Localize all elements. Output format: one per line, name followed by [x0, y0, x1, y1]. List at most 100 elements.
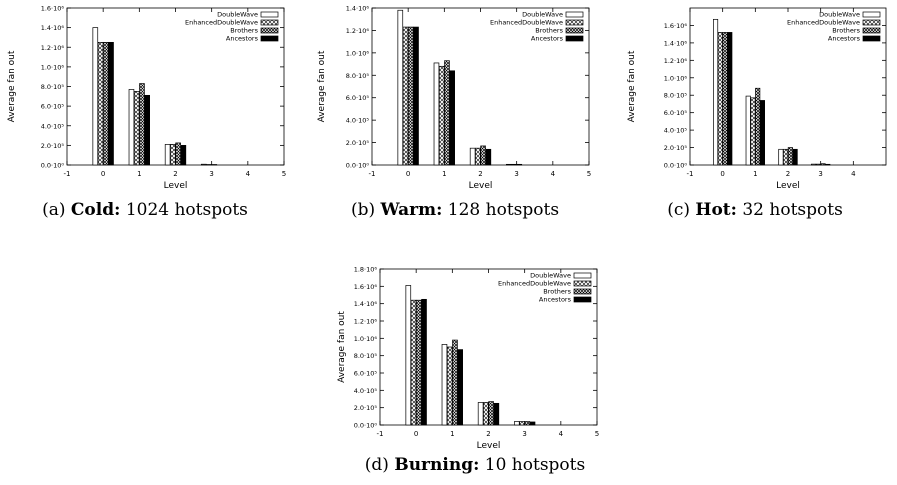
- bar-enhanceddoublewave-level-1: [446, 346, 453, 426]
- x-tick-label: 4: [246, 170, 251, 178]
- legend-label: EnhancedDoubleWave: [498, 280, 571, 288]
- legend-label: Ancestors: [539, 296, 572, 304]
- legend-swatch: [862, 35, 881, 42]
- y-tick-label: 1.0·10⁶: [354, 335, 378, 343]
- x-tick-label: 5: [282, 170, 286, 178]
- bar-doublewave-level-1: [441, 344, 448, 426]
- bar-brothers-level-2: [488, 401, 494, 426]
- chart-panel-warm: 0.0·10⁰ 2.0·10⁵ 4.0·10⁵ 6.0·10⁵ 8.0·10⁵ 1.0·1…: [310, 0, 609, 230]
- bar-doublewave-level-3: [506, 163, 512, 166]
- x-axis-label: Level: [477, 441, 501, 451]
- caption-text: 32 hotspots: [742, 200, 843, 220]
- x-axis-label: Level: [164, 181, 188, 191]
- bar-enhanceddoublewave-level-2: [483, 402, 489, 426]
- x-tick-label: 1: [450, 430, 454, 438]
- bar-doublewave-level-3: [811, 163, 817, 166]
- y-axis-label: Average fan out: [317, 50, 327, 122]
- bar-ancestors-level-0: [108, 41, 114, 166]
- x-tick-label: 3: [209, 170, 213, 178]
- y-tick-label: 6.0·10⁵: [346, 94, 370, 102]
- legend-label: EnhancedDoubleWave: [787, 19, 860, 27]
- legend-swatch: [862, 19, 881, 26]
- y-tick-label: 2.0·10⁵: [354, 404, 378, 412]
- y-tick-label: 8.0·10⁵: [354, 352, 378, 360]
- legend-swatch: [862, 11, 881, 18]
- bar-brothers-level-1: [444, 60, 450, 166]
- bar-brothers-level-2: [480, 145, 486, 166]
- x-tick-label: 1: [442, 170, 446, 178]
- y-tick-label: 1.6·10⁶: [41, 5, 65, 13]
- x-tick-label: 0: [406, 170, 410, 178]
- y-axis-label: Average fan out: [627, 50, 637, 122]
- bar-brothers-level-0: [407, 26, 414, 166]
- x-tick-label: 2: [486, 430, 490, 438]
- caption-label: (b): [350, 200, 376, 220]
- bar-ancestors-level-2: [493, 402, 500, 426]
- caption-text: 128 hotspots: [447, 200, 560, 220]
- x-tick-label: 2: [478, 170, 482, 178]
- bar-enhanceddoublewave-level-1: [750, 97, 756, 166]
- caption-label: (c): [667, 200, 690, 220]
- bar-ancestors-level-3: [529, 421, 536, 426]
- caption-text: 1024 hotspots: [125, 200, 248, 220]
- x-tick-label: 2: [173, 170, 177, 178]
- bar-brothers-level-3: [516, 163, 523, 166]
- bar-doublewave-level-1: [128, 89, 135, 166]
- bar-brothers-level-1: [139, 83, 145, 166]
- legend-swatch: [260, 11, 279, 18]
- bar-brothers-level-1: [452, 339, 458, 426]
- legend-swatch: [565, 27, 584, 34]
- bar-enhanceddoublewave-level-2: [783, 148, 789, 166]
- bar-brothers-level-3: [524, 421, 531, 426]
- y-tick-label: 1.4·10⁶: [664, 39, 688, 47]
- x-tick-label: 3: [522, 430, 526, 438]
- legend-label: DoubleWave: [522, 11, 563, 19]
- legend-label: Ancestors: [226, 35, 259, 43]
- legend-label: Brothers: [535, 27, 563, 35]
- chart-burning: 0.0·10⁰ 2.0·10⁵ 4.0·10⁵ 6.0·10⁵ 8.0·10⁵ 1.0·1…: [337, 266, 599, 452]
- x-tick-label: 4: [551, 170, 556, 178]
- x-tick-label: 3: [818, 170, 822, 178]
- y-tick-label: 4.0·10⁵: [354, 387, 378, 395]
- x-tick-label: -1: [369, 170, 376, 178]
- y-tick-label: 1.6·10⁶: [354, 283, 378, 291]
- bar-enhanceddoublewave-level-1: [438, 65, 445, 166]
- x-tick-label: -1: [64, 170, 71, 178]
- x-tick-label: -1: [377, 430, 384, 438]
- y-tick-label: 1.6·10⁶: [664, 22, 688, 30]
- y-tick-label: 1.2·10⁶: [354, 318, 378, 326]
- y-tick-label: 8.0·10⁵: [664, 92, 688, 100]
- x-tick-label: 0: [720, 170, 724, 178]
- legend-label: Brothers: [543, 288, 571, 296]
- caption-cold: (a) Cold: 1024 hotspots: [0, 200, 290, 220]
- chart-panel-cold: 0.0·10⁰ 2.0·10⁵ 4.0·10⁵ 6.0·10⁵ 8.0·10⁵ 1.0·1…: [0, 0, 299, 230]
- legend-label: DoubleWave: [819, 11, 860, 19]
- y-tick-label: 4.0·10⁵: [346, 117, 370, 125]
- x-axis-label: Level: [776, 181, 800, 191]
- bar-ancestors-level-1: [759, 100, 765, 166]
- legend-swatch: [573, 296, 592, 303]
- y-tick-label: 6.0·10⁵: [354, 370, 378, 378]
- bar-enhanceddoublewave-level-0: [97, 41, 104, 166]
- bar-brothers-level-2: [175, 142, 181, 166]
- bar-enhanceddoublewave-level-2: [475, 147, 481, 166]
- y-tick-label: 1.4·10⁶: [41, 24, 65, 32]
- bar-doublewave-level-2: [778, 148, 784, 166]
- chart-panel-burning: 0.0·10⁰ 2.0·10⁵ 4.0·10⁵ 6.0·10⁵ 8.0·10⁵ 1.0·1…: [330, 258, 629, 485]
- x-tick-label: 5: [587, 170, 591, 178]
- legend-swatch: [565, 35, 584, 42]
- y-tick-label: 1.2·10⁶: [664, 57, 688, 65]
- x-tick-label: 1: [753, 170, 757, 178]
- legend-label: DoubleWave: [217, 11, 258, 19]
- bar-doublewave-level-2: [469, 147, 476, 166]
- bar-brothers-level-2: [787, 147, 793, 166]
- y-tick-label: 4.0·10⁵: [41, 122, 65, 130]
- chart-warm: 0.0·10⁰ 2.0·10⁵ 4.0·10⁵ 6.0·10⁵ 8.0·10⁵ 1.0·1…: [317, 5, 591, 192]
- y-tick-label: 0.0·10⁰: [41, 162, 65, 170]
- chart-cold: 0.0·10⁰ 2.0·10⁵ 4.0·10⁵ 6.0·10⁵ 8.0·10⁵ 1.0·1…: [7, 5, 286, 192]
- legend-label: DoubleWave: [530, 272, 571, 280]
- bar-enhanceddoublewave-level-3: [511, 163, 517, 166]
- y-axis-label: Average fan out: [337, 311, 347, 383]
- bar-ancestors-level-1: [457, 349, 463, 426]
